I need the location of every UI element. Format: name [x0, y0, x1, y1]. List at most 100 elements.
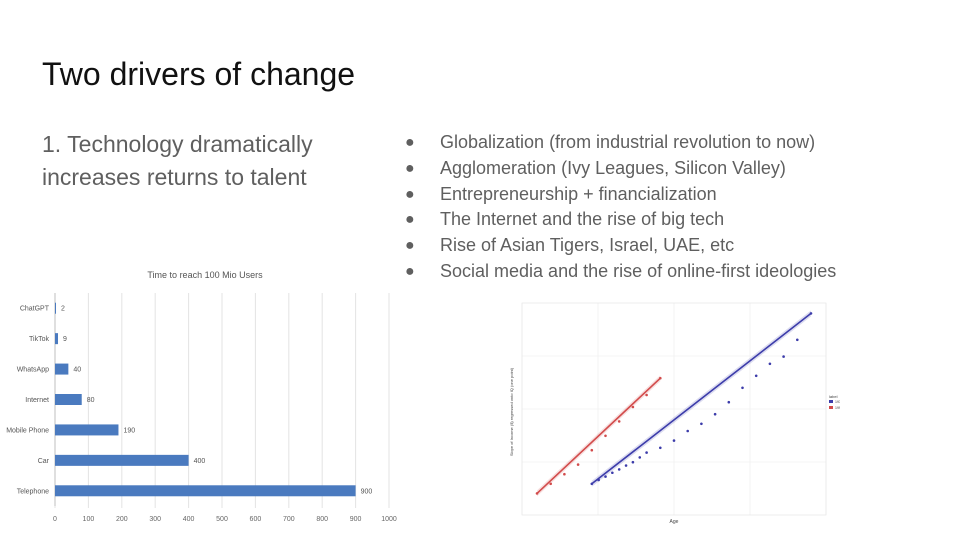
bar-chart-bars [55, 302, 356, 497]
x-tick-label: 1000 [381, 516, 397, 523]
bar [55, 363, 69, 375]
scatter-point [604, 475, 607, 478]
x-tick-label: 600 [250, 516, 262, 523]
x-tick-label: 400 [183, 516, 195, 523]
data-label: 40 [73, 367, 81, 374]
bullet-text: Rise of Asian Tigers, Israel, UAE, etc [440, 235, 735, 256]
scatter-y-label: Slope of Income ($) regressed onto IQ (o… [509, 367, 514, 456]
scatter-point [535, 492, 539, 495]
x-tick-label: 0 [53, 516, 57, 523]
category-label: WhatsApp [17, 367, 49, 374]
legend-swatch [829, 400, 833, 403]
x-tick-label: 200 [116, 516, 128, 523]
bar-chart-x-ticks: 0 100 200 300 400 500 600 700 800 900 1000 [53, 516, 397, 523]
bar-chart-value-labels: 2 9 40 80 190 400 900 [61, 306, 372, 496]
bar-chart: Time to reach 100 Mio Users ChatGPT TikTo… [6, 270, 397, 523]
bar [55, 394, 82, 405]
bullet-list: ● Globalization (from industrial revoluti… [405, 130, 836, 285]
x-tick-label: 500 [216, 516, 228, 523]
scatter-point [631, 460, 635, 464]
scatter-point [617, 420, 621, 423]
scatter-point [590, 448, 594, 452]
category-label: Car [38, 458, 50, 465]
x-tick-label: 300 [149, 516, 161, 523]
scatter-point [638, 456, 642, 459]
category-label: Internet [25, 397, 49, 404]
scatter-plot-area [521, 302, 827, 516]
scatter-point [624, 464, 628, 467]
bar-chart-category-labels: ChatGPT TikTok WhatsApp Internet Mobile Phon… [6, 306, 50, 496]
bullet-text: The Internet and the rise of big tech [440, 209, 725, 230]
scatter-point [659, 446, 662, 450]
scatter-point [768, 362, 772, 366]
scatter-point [809, 312, 813, 315]
legend-entry: 1997 [835, 406, 840, 410]
bullet-text: Globalization (from industrial revolutio… [440, 132, 816, 152]
scatter-point [672, 439, 676, 442]
x-tick-label: 100 [83, 516, 95, 523]
bullet-icon: ● [405, 185, 415, 203]
bullet-item: ● Entrepreneurship + financialization [405, 182, 836, 208]
bar [55, 485, 356, 497]
scatter-point [686, 429, 689, 433]
bullet-icon: ● [405, 237, 415, 255]
data-label: 80 [87, 397, 95, 404]
bar [55, 333, 59, 345]
data-label: 190 [123, 427, 135, 434]
legend-entry: 1979 [835, 400, 840, 404]
scatter-x-label: Age [670, 519, 679, 525]
data-label: 9 [63, 336, 67, 343]
bullet-item: ● Agglomeration (Ivy Leagues, Silicon Val… [405, 156, 836, 182]
bullet-item: ● Rise of Asian Tigers, Israel, UAE, etc [405, 233, 836, 259]
scatter-point [590, 482, 594, 486]
x-tick-label: 900 [350, 516, 362, 523]
scatter-legend-title: label [829, 394, 838, 399]
x-tick-label: 700 [283, 516, 295, 523]
bullet-text: Agglomeration (Ivy Leagues, Silicon Vall… [440, 157, 786, 178]
bar-chart-gridlines [54, 293, 390, 508]
scatter-point [563, 472, 566, 476]
category-label: Mobile Phone [6, 427, 49, 434]
scatter-point [741, 386, 744, 390]
category-label: TikTok [29, 336, 49, 343]
bar-chart-title: Time to reach 100 Mio Users [147, 270, 263, 280]
scatter-point [576, 463, 580, 466]
scatter-point [617, 468, 621, 471]
bar [55, 302, 56, 314]
scatter-point [782, 355, 785, 358]
bullet-icon: ● [405, 134, 415, 151]
bullet-text: Social media and the rise of online-firs… [440, 260, 837, 281]
scatter-point [727, 400, 731, 404]
regression-line [536, 377, 661, 494]
scatter-point [645, 451, 648, 454]
scatter-point [700, 422, 703, 426]
data-label: 400 [194, 458, 206, 465]
category-label: Telephone [17, 488, 49, 495]
bullet-item: ● The Internet and the rise of big tech [405, 207, 836, 233]
scatter-points [535, 310, 813, 497]
slide-subtitle: 1. Technology dramatically increases ret… [42, 131, 313, 190]
category-label: ChatGPT [20, 306, 50, 313]
slide-title: Two drivers of change [42, 56, 356, 92]
scatter-point [659, 376, 662, 380]
x-tick-label: 800 [316, 516, 328, 523]
scatter-point [549, 482, 552, 486]
legend-swatch [829, 406, 833, 409]
scatter-point [645, 393, 648, 397]
regression-line [591, 312, 812, 485]
scatter-point [604, 434, 607, 438]
scatter-point [754, 374, 758, 378]
scatter-point [796, 338, 799, 342]
scatter-legend: 1979 1997 [829, 400, 840, 410]
bullet-icon: ● [405, 262, 415, 280]
bar [55, 454, 189, 466]
scatter-point [631, 405, 635, 409]
bullet-icon: ● [405, 211, 415, 229]
scatter-chart: Age Slope of Income ($) regressed onto I… [509, 302, 840, 525]
bullet-icon: ● [405, 159, 415, 177]
bar [55, 424, 119, 436]
data-label: 900 [361, 488, 373, 495]
scatter-point [597, 478, 600, 482]
data-label: 2 [61, 306, 65, 313]
bullet-item: ● Social media and the rise of online-fir… [405, 259, 836, 285]
